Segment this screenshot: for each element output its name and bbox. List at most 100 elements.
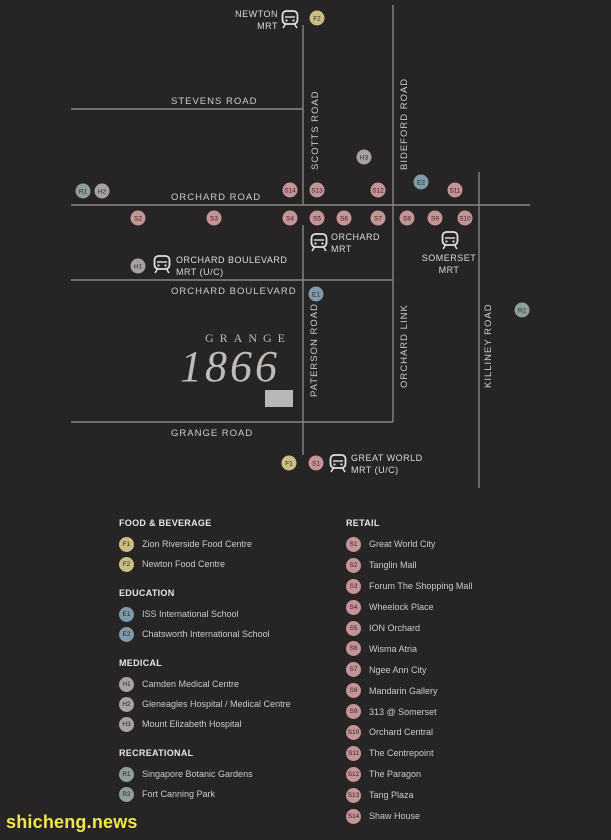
legend-item-h2: H2 Gleneagles Hospital / Medical Centre xyxy=(119,694,339,714)
legend-item-label: Shaw House xyxy=(369,811,421,822)
orchard-mrt-label: ORCHARD MRT xyxy=(331,232,380,254)
legend-item-h3: H3 Mount Elizabeth Hospital xyxy=(119,714,339,734)
legend-badge: H2 xyxy=(119,696,134,712)
marker-code: F1 xyxy=(285,460,293,467)
legend-item-s1: S1 Great World City xyxy=(346,534,566,555)
marker-dot xyxy=(130,210,146,226)
legend-medical-title: MEDICAL xyxy=(119,658,163,668)
marker-s13[interactable]: S13 xyxy=(309,182,325,198)
legend-item-f1: F1 Zion Riverside Food Centre xyxy=(119,534,339,554)
marker-s6[interactable]: S6 xyxy=(336,210,352,226)
project-year: 1866 xyxy=(180,342,280,391)
marker-h1[interactable]: H1 xyxy=(130,258,146,274)
legend-item-s4: S4 Wheelock Place xyxy=(346,597,566,618)
newton-mrt-label: NEWTON MRT xyxy=(235,9,278,31)
marker-r2[interactable]: R2 xyxy=(514,302,530,318)
somerset-mrt-label: SOMERSET MRT xyxy=(422,253,477,275)
marker-s12[interactable]: S12 xyxy=(370,182,386,198)
location-map: STEVENS ROAD ORCHARD ROAD ORCHARD BOULEV… xyxy=(71,5,530,488)
marker-dot xyxy=(336,210,352,226)
marker-e2[interactable]: E2 xyxy=(413,174,429,190)
legend-item-r2: R2 Fort Canning Park xyxy=(119,784,339,804)
legend-badge: F2 xyxy=(119,556,134,572)
marker-h3[interactable]: H3 xyxy=(356,149,372,165)
marker-code: E1 xyxy=(312,291,320,298)
marker-dot xyxy=(447,182,463,198)
legend-badge: S13 xyxy=(346,787,361,803)
legend-item-label: Chatsworth International School xyxy=(142,629,270,639)
marker-dot xyxy=(75,183,91,199)
marker-dot xyxy=(413,174,429,190)
map-markers: F2 H3 E2 R1 H2 S14 S13 S12 S11 S2 S3 S4 S5 S6 S7 S8 S9 S1… xyxy=(75,10,530,471)
marker-f2[interactable]: F2 xyxy=(309,10,325,26)
marker-dot xyxy=(282,210,298,226)
marker-dot xyxy=(206,210,222,226)
great-world-mrt-label: GREAT WORLD MRT (U/C) xyxy=(351,453,423,475)
orchard-link-label: ORCHARD LINK xyxy=(399,304,410,388)
marker-dot xyxy=(309,182,325,198)
legend-item-s6: S6 Wisma Atria xyxy=(346,638,566,659)
marker-e1[interactable]: E1 xyxy=(308,286,324,302)
marker-code: E2 xyxy=(417,179,425,186)
marker-s14[interactable]: S14 xyxy=(282,182,298,198)
marker-code: S2 xyxy=(134,215,142,222)
marker-s1[interactable]: S1 xyxy=(308,455,324,471)
legend-item-s8: S8 Mandarin Gallery xyxy=(346,680,566,701)
legend-education: EDUCATION E1 ISS International School E2 Ch… xyxy=(119,587,339,644)
legend-item-label: ION Orchard xyxy=(369,623,421,633)
road-network xyxy=(71,5,530,488)
legend-badge: S12 xyxy=(346,766,361,782)
marker-s8[interactable]: S8 xyxy=(399,210,415,226)
legend-item-s2: S2 Tanglin Mall xyxy=(346,555,566,576)
legend-item-label: Ngee Ann City xyxy=(369,664,427,675)
watermark: shicheng.news xyxy=(6,812,138,832)
marker-dot xyxy=(514,302,530,318)
legend-badge: S4 xyxy=(346,599,361,615)
marker-s9[interactable]: S9 xyxy=(427,210,443,226)
marker-dot xyxy=(282,182,298,198)
legend-item-r1: R1 Singapore Botanic Gardens xyxy=(119,764,339,784)
legend-badge: H3 xyxy=(119,716,134,732)
marker-h2[interactable]: H2 xyxy=(94,183,110,199)
legend-item-label: Camden Medical Centre xyxy=(142,679,240,689)
legend-right-column: RETAIL S1 Great World City S2 Tanglin Mall S… xyxy=(346,517,566,839)
legend-badge: S5 xyxy=(346,620,361,636)
marker-s7[interactable]: S7 xyxy=(370,210,386,226)
legend-badge: S1 xyxy=(346,536,361,552)
legend-badge: S7 xyxy=(346,662,361,678)
legend-item-label: Newton Food Centre xyxy=(142,559,226,569)
legend-item-s10: S10 Orchard Central xyxy=(346,722,566,743)
marker-code: F2 xyxy=(313,15,321,22)
marker-r1[interactable]: R1 xyxy=(75,183,91,199)
legend-item-s14: S14 Shaw House xyxy=(346,806,566,827)
legend-badge: R1 xyxy=(119,766,134,782)
legend-item-label: Orchard Central xyxy=(369,727,434,738)
project-site-marker xyxy=(265,390,293,407)
legend-retail-title: RETAIL xyxy=(346,518,380,528)
marker-s5[interactable]: S5 xyxy=(309,210,325,226)
legend-item-e2: E2 Chatsworth International School xyxy=(119,624,339,644)
marker-dot xyxy=(130,258,146,274)
marker-code: H3 xyxy=(360,154,369,161)
scotts-road-label: SCOTTS ROAD xyxy=(310,90,321,170)
legend-item-label: Singapore Botanic Gardens xyxy=(142,769,253,779)
marker-code: S12 xyxy=(372,187,384,194)
legend-badge: S6 xyxy=(346,641,361,657)
marker-s4[interactable]: S4 xyxy=(282,210,298,226)
marker-f1[interactable]: F1 xyxy=(281,455,297,471)
legend-item-s11: S11 The Centrepoint xyxy=(346,743,566,764)
bideford-road-label: BIDEFORD ROAD xyxy=(399,78,410,170)
marker-code: S8 xyxy=(403,215,411,222)
legend-badge: E1 xyxy=(119,606,134,622)
legend-item-label: Wheelock Place xyxy=(369,602,434,613)
legend-badge: S9 xyxy=(346,704,361,720)
marker-s11[interactable]: S11 xyxy=(447,182,463,198)
marker-s2[interactable]: S2 xyxy=(130,210,146,226)
marker-s10[interactable]: S10 xyxy=(457,210,473,226)
marker-dot xyxy=(309,210,325,226)
orchard-boulevard-mrt-label: ORCHARD BOULEVARD MRT (U/C) xyxy=(176,255,287,277)
marker-s3[interactable]: S3 xyxy=(206,210,222,226)
great-world-mrt-train-icon xyxy=(329,454,347,473)
orchard-mrt-train-icon xyxy=(310,233,328,252)
legend-badge: S2 xyxy=(346,557,361,573)
